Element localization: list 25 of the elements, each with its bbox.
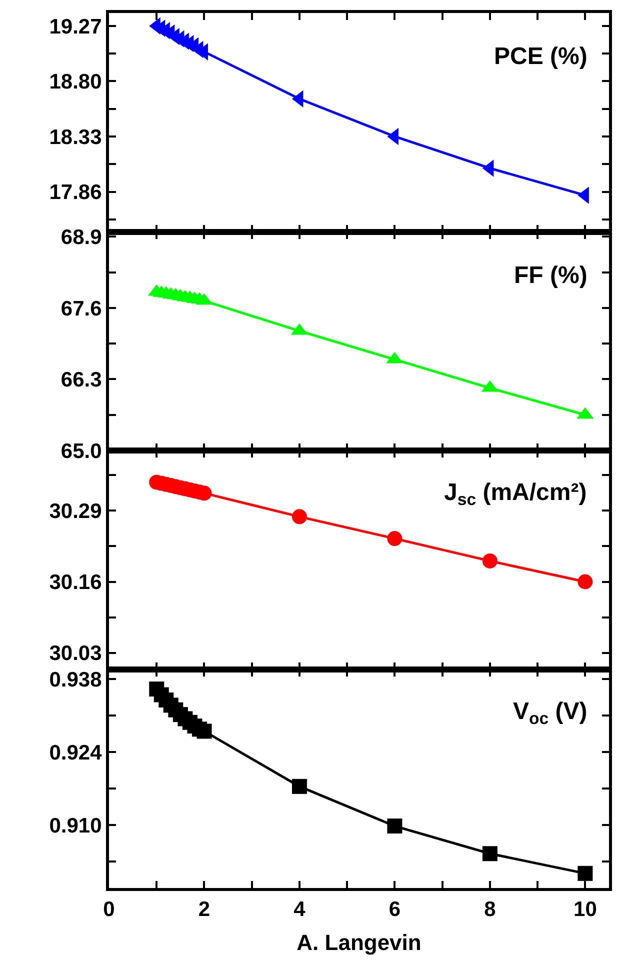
y-tick-label: 65.0: [60, 440, 102, 463]
text: V$_{oc}$ (V): [513, 698, 588, 728]
x-tick-label: 2: [198, 898, 210, 922]
x-axis-title: A. Langevin: [296, 930, 422, 956]
x-tick-label: 4: [294, 898, 306, 922]
y-tick-label: 68.9: [60, 226, 102, 250]
y-tick-label: 30.03: [49, 642, 102, 666]
x-tick-label: 10: [574, 898, 597, 922]
y-tick-label: 30.29: [49, 500, 102, 524]
text: J$_{sc}$ (mA/cm²): [444, 479, 587, 510]
text: PCE (%): [494, 43, 588, 70]
x-tick-label: 6: [388, 898, 401, 922]
y-tick-label: 67.6: [60, 297, 102, 320]
y-tick-label: 19.27: [49, 15, 102, 38]
y-tick-label: 0.924: [49, 741, 102, 764]
y-tick-label: 18.33: [49, 126, 102, 149]
y-tick-label: 17.86: [49, 181, 102, 204]
x-tick-label: 0: [103, 898, 115, 922]
x-tick-label: 8: [484, 898, 496, 922]
y-tick-label: 0.910: [49, 814, 102, 838]
y-tick-label: 30.16: [49, 571, 102, 594]
y-tick-label: 18.80: [49, 70, 102, 94]
y-tick-label: 0.938: [49, 668, 102, 692]
y-tick-label: 66.3: [60, 368, 102, 392]
text: FF (%): [514, 262, 588, 289]
